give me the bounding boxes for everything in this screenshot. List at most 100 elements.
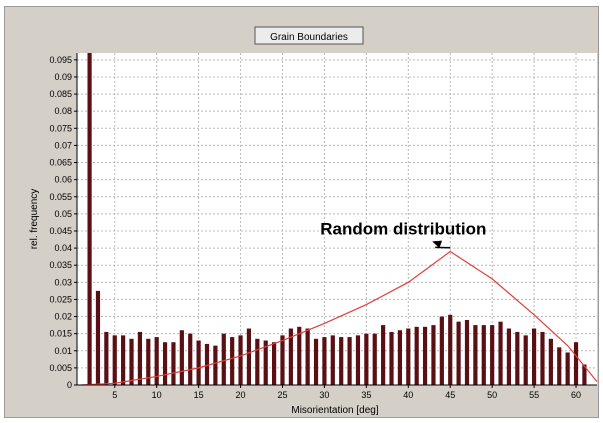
bar [355,335,361,385]
bar [490,325,495,385]
x-tick-label: 25 [277,390,287,400]
bar [196,340,201,385]
bar-series [87,53,587,385]
bar [95,290,101,385]
x-tick-label: 20 [236,390,246,400]
bar [422,326,428,385]
x-tick-label: 15 [194,390,204,400]
y-axis-label: rel. frequency [29,189,40,250]
y-tick-label: 0.05 [54,209,72,219]
x-tick-label: 55 [529,390,539,400]
x-tick-label: 5 [112,390,117,400]
bar [498,321,503,385]
bar [548,338,553,385]
random-distribution-line [81,250,598,386]
bar [557,347,562,385]
bar [397,330,402,385]
bar [456,321,461,385]
bar [272,342,277,385]
bar [129,338,134,385]
bar [179,330,184,385]
bar [414,326,419,385]
bar [523,335,528,385]
bar [431,325,436,385]
y-tick-label: 0.06 [54,175,72,185]
annotation-random-distribution: Random distribution [320,219,486,238]
bar [305,328,310,385]
bar [473,325,478,385]
y-tick-label: 0.005 [49,363,72,373]
bar [565,352,570,385]
bar [481,325,486,385]
bar [506,328,512,385]
y-tick-label: 0.01 [54,346,72,356]
bar [204,343,210,385]
y-tick-label: 0.085 [49,89,72,99]
x-tick-label: 45 [445,390,455,400]
bar [582,364,587,385]
bar [389,331,394,385]
x-tick-label: 35 [361,390,371,400]
bar [162,342,168,385]
bar [381,325,386,385]
bar [171,342,176,385]
bar [280,335,285,385]
x-axis-ticks: 5 10 15 20 25 30 35 40 45 50 55 60 [112,385,581,400]
x-tick-label: 50 [487,390,497,400]
bar [515,331,520,385]
bar [246,328,252,385]
bar [364,333,369,385]
y-tick-label: 0.02 [54,312,72,322]
bar [230,337,235,385]
x-tick-label: 60 [571,390,581,400]
x-tick-label: 10 [152,390,162,400]
bar [439,316,444,385]
bar [121,335,126,385]
bar [573,342,579,385]
bar [238,335,243,385]
y-tick-label: 0.025 [49,294,72,304]
bar [540,331,545,385]
bar [532,328,537,385]
grain-boundary-chart: Grain Boundaries 0 0.005 0.01 0.015 0.02 0.02… [29,26,598,416]
y-tick-label: 0.015 [49,329,72,339]
bar [154,337,159,385]
y-tick-label: 0 [67,380,72,390]
x-axis-label: Misorientation [deg] [291,405,378,416]
y-tick-label: 0.075 [49,123,72,133]
y-tick-label: 0.04 [54,243,72,253]
bar [297,326,302,385]
bar [137,331,142,385]
bar [104,331,109,385]
bar [188,333,193,385]
bar [313,338,319,385]
bar [406,328,411,385]
bar [112,335,117,385]
y-tick-label: 0.095 [49,55,72,65]
title-box [254,26,364,45]
bar [330,335,335,385]
y-tick-label: 0.08 [54,106,72,116]
arrowhead-icon [432,240,443,249]
y-axis-ticks: 0 0.005 0.01 0.015 0.02 0.025 0.03 0.035 0.04 0.0… [49,55,77,390]
bar [288,328,293,385]
bar [372,333,377,385]
bar [87,53,92,385]
bar [146,338,151,385]
bar [339,337,344,385]
y-tick-label: 0.035 [49,260,72,270]
bar [347,337,352,385]
x-tick-label: 40 [403,390,413,400]
bar [322,337,327,385]
y-tick-label: 0.07 [54,140,72,150]
x-tick-label: 30 [319,390,329,400]
bar [448,314,453,385]
bar [213,345,218,385]
y-tick-label: 0.09 [54,72,72,82]
y-tick-label: 0.065 [49,158,72,168]
y-tick-label: 0.03 [54,277,72,287]
y-tick-label: 0.045 [49,226,72,236]
bar [255,338,260,385]
bar [263,340,268,385]
y-tick-label: 0.055 [49,192,72,202]
